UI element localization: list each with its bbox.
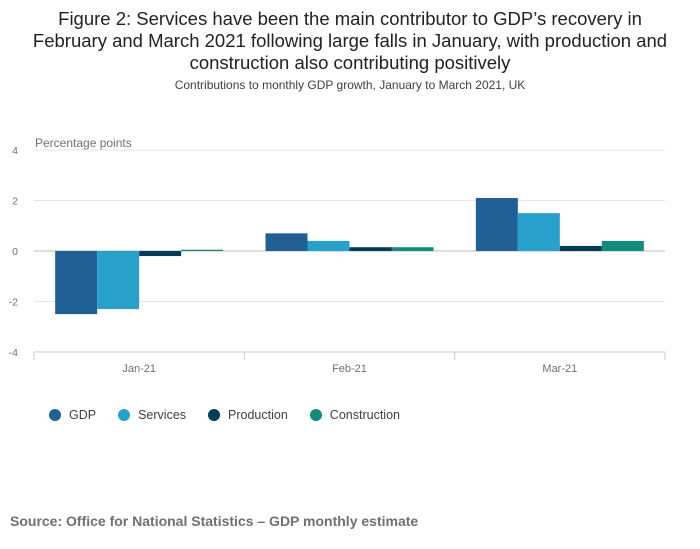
- y-tick-label: 0: [12, 246, 18, 258]
- legend-label: Services: [138, 408, 187, 422]
- legend-item: Construction: [309, 408, 400, 422]
- y-axis-label: Percentage points: [35, 136, 132, 150]
- bar-services: [517, 213, 560, 251]
- bar-construction: [601, 240, 644, 251]
- legend-label: Production: [228, 408, 288, 422]
- legend-swatch: [118, 409, 131, 421]
- bar-production: [559, 245, 602, 251]
- bar-construction: [181, 249, 224, 251]
- legend-label: GDP: [69, 408, 97, 422]
- chart-title: Figure 2: Services have been the main co…: [32, 8, 668, 73]
- source-note: Source: Office for National Statistics –…: [10, 513, 419, 529]
- legend-item: Production: [208, 408, 288, 422]
- bar-production: [139, 251, 182, 257]
- bar-gdp: [265, 233, 308, 251]
- bar-services: [307, 240, 350, 251]
- bar-gdp: [475, 197, 518, 251]
- legend-swatch: [309, 409, 322, 421]
- bar-production: [349, 247, 392, 251]
- chart-subtitle: Contributions to monthly GDP growth, Jan…: [174, 78, 526, 92]
- bar-services: [97, 251, 140, 310]
- legend-item: Services: [118, 408, 186, 422]
- legend-label: Construction: [329, 408, 400, 422]
- chart-svg: 4 2 0 -2 -4 Percentage points Jan-21 Feb-21 Mar-…: [9, 136, 666, 375]
- x-tick-label: Mar-21: [542, 363, 577, 375]
- bar-gdp: [55, 251, 98, 315]
- legend-swatch: [208, 409, 221, 421]
- y-tick-label: 2: [12, 196, 18, 208]
- x-tick-label: Feb-21: [332, 363, 367, 375]
- legend-item: GDP: [49, 408, 96, 422]
- bar-construction: [391, 247, 434, 251]
- y-tick-label: -2: [9, 297, 18, 309]
- y-tick-label: -4: [9, 347, 18, 359]
- x-tick-label: Jan-21: [122, 363, 156, 375]
- chart-legend: GDP Services Production Construction: [49, 408, 422, 422]
- legend-swatch: [49, 409, 61, 421]
- y-tick-label: 4: [12, 145, 18, 157]
